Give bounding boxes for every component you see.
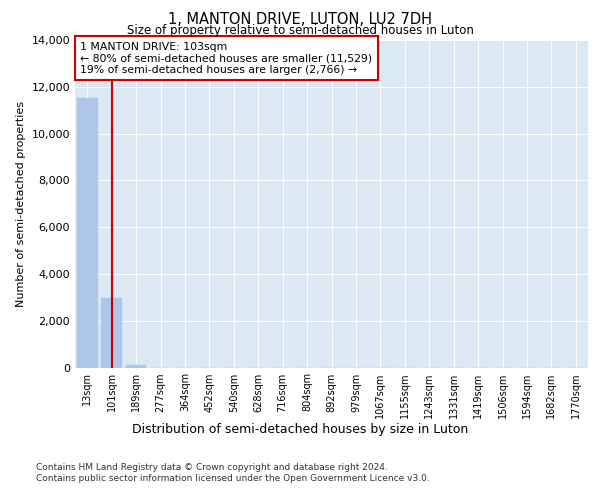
Text: Contains public sector information licensed under the Open Government Licence v3: Contains public sector information licen… (36, 474, 430, 483)
Bar (101, 298, 122, 368)
Text: 1, MANTON DRIVE, LUTON, LU2 7DH: 1, MANTON DRIVE, LUTON, LU2 7DH (168, 12, 432, 28)
Text: Size of property relative to semi-detached houses in Luton: Size of property relative to semi-detach… (127, 24, 473, 37)
Bar (125, 364, 146, 368)
Text: Contains HM Land Registry data © Crown copyright and database right 2024.: Contains HM Land Registry data © Crown c… (36, 462, 388, 471)
Bar (77, 98, 98, 367)
Text: 1 MANTON DRIVE: 103sqm
← 80% of semi-detached houses are smaller (11,529)
19% of: 1 MANTON DRIVE: 103sqm ← 80% of semi-det… (80, 42, 372, 75)
Y-axis label: Number of semi-detached properties: Number of semi-detached properties (16, 101, 26, 306)
Text: Distribution of semi-detached houses by size in Luton: Distribution of semi-detached houses by … (132, 422, 468, 436)
